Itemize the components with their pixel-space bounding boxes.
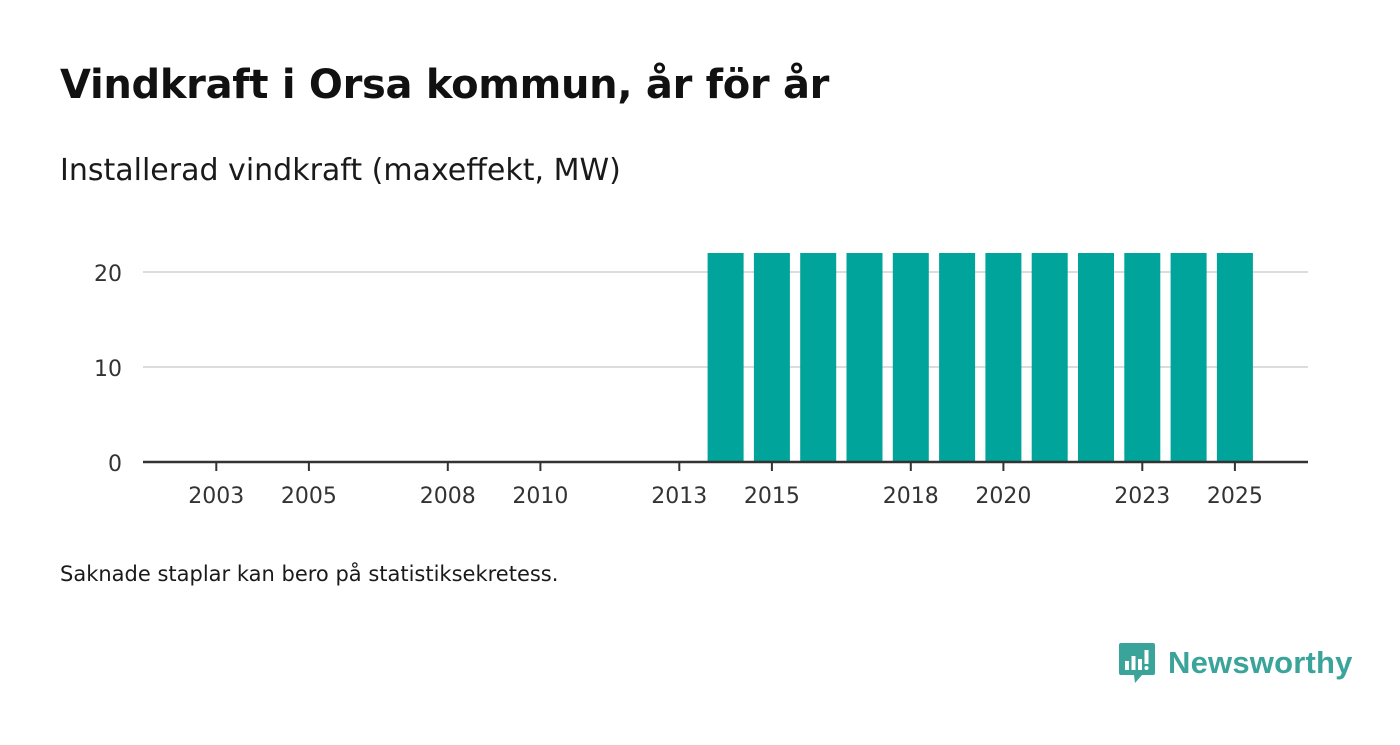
x-tick-label-2018: 2018	[883, 484, 939, 509]
y-tick-label-10: 10	[94, 357, 122, 382]
bar-2021[interactable]	[1031, 253, 1068, 462]
bar-2023[interactable]	[1124, 253, 1161, 462]
bar-2024[interactable]	[1170, 253, 1207, 462]
bar-2020[interactable]	[985, 253, 1022, 462]
x-tick-label-2005: 2005	[281, 484, 337, 509]
brand-name: Newsworthy	[1168, 645, 1353, 680]
x-tick-label-2023: 2023	[1114, 484, 1170, 509]
x-tick-label-2015: 2015	[744, 484, 800, 509]
x-tick-label-2010: 2010	[512, 484, 568, 509]
x-tick-label-2025: 2025	[1207, 484, 1263, 509]
y-tick-label-0: 0	[108, 452, 122, 477]
x-tick-label-2003: 2003	[188, 484, 244, 509]
bar-2015[interactable]	[753, 253, 790, 462]
y-tick-label-20: 20	[94, 262, 122, 287]
chart-subtitle: Installerad vindkraft (maxeffekt, MW)	[60, 153, 621, 188]
bar-2018[interactable]	[892, 253, 929, 462]
bar-2017[interactable]	[846, 253, 883, 462]
newsworthy-logo-icon	[1119, 643, 1155, 683]
x-tick-label-2020: 2020	[975, 484, 1031, 509]
bar-2022[interactable]	[1078, 253, 1114, 462]
bar-2025[interactable]	[1216, 253, 1253, 462]
axis-layer: 0 10 20 2003 2005 2008 2010 2013 2015 2018 2020 202…	[94, 262, 1308, 509]
bar-2016[interactable]	[800, 253, 837, 462]
bar-2019[interactable]	[939, 253, 976, 462]
x-tick-label-2008: 2008	[420, 484, 476, 509]
bar-2014[interactable]	[707, 253, 744, 462]
footnote: Saknade staplar kan bero på statistiksek…	[60, 562, 559, 586]
x-tick-label-2013: 2013	[651, 484, 707, 509]
bar-layer	[707, 253, 1253, 462]
chart-title: Vindkraft i Orsa kommun, år för år	[60, 62, 830, 108]
brand-logo[interactable]: Newsworthy	[1118, 641, 1353, 685]
